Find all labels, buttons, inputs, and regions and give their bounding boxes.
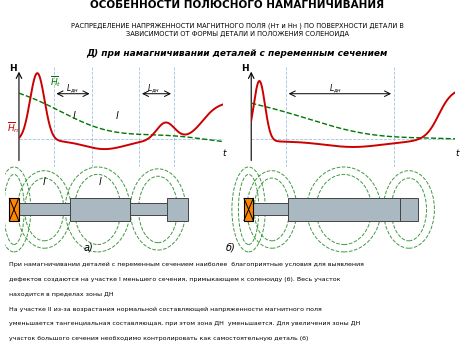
Text: РАСПРЕДЕЛЕНИЕ НАПРЯЖЕННОСТИ МАГНИТНОГО ПОЛЯ (Нт и Нн ) ПО ПОВЕРХНОСТИ ДЕТАЛИ В
З: РАСПРЕДЕЛЕНИЕ НАПРЯЖЕННОСТИ МАГНИТНОГО П… bbox=[71, 23, 403, 37]
Text: t: t bbox=[223, 149, 226, 158]
Text: $L_{дн}$: $L_{дн}$ bbox=[66, 83, 79, 95]
Text: $\overline{H}_{t}$: $\overline{H}_{t}$ bbox=[49, 74, 61, 89]
Text: $L_{дн}$: $L_{дн}$ bbox=[328, 83, 342, 95]
Text: б): б) bbox=[226, 242, 236, 252]
Text: t: t bbox=[455, 149, 458, 158]
Text: На участке II из-за возрастания нормальной составляющей напряженности магнитного: На участке II из-за возрастания нормальн… bbox=[9, 307, 322, 312]
Text: находится в пределах зоны ДН: находится в пределах зоны ДН bbox=[9, 292, 114, 297]
Text: а): а) bbox=[83, 242, 93, 252]
Bar bbox=[130, 203, 167, 215]
Text: участок большого сечения необходимо контролировать как самостоятельную деталь (б: участок большого сечения необходимо конт… bbox=[9, 336, 309, 341]
Bar bbox=[400, 198, 418, 220]
Text: l: l bbox=[99, 178, 101, 187]
Text: $\overline{H}_{n}$: $\overline{H}_{n}$ bbox=[7, 120, 19, 135]
Bar bbox=[18, 203, 70, 215]
Text: уменьшается тангенциальная составляющая, при этом зона ДН  уменьшается. Для увел: уменьшается тангенциальная составляющая,… bbox=[9, 322, 361, 327]
Text: При намагничивании деталей с переменным сечением наиболее  благоприятные условия: При намагничивании деталей с переменным … bbox=[9, 262, 364, 267]
Text: H: H bbox=[241, 64, 249, 73]
Text: ОСОБЕННОСТИ ПОЛЮСНОГО НАМАГНИЧИВАНИЯ: ОСОБЕННОСТИ ПОЛЮСНОГО НАМАГНИЧИВАНИЯ bbox=[90, 0, 384, 10]
Text: l: l bbox=[43, 178, 46, 187]
Text: $l$: $l$ bbox=[115, 109, 119, 121]
Text: Д) при намагничивании деталей с переменным сечением: Д) при намагничивании деталей с переменн… bbox=[86, 49, 388, 59]
Text: $L_{дн}$: $L_{дн}$ bbox=[147, 83, 161, 95]
Bar bbox=[288, 198, 400, 220]
Text: дефектов создаются на участке I меньшего сечения, примыкающем к соленоиду (б). В: дефектов создаются на участке I меньшего… bbox=[9, 277, 341, 282]
FancyBboxPatch shape bbox=[244, 198, 253, 220]
Bar bbox=[167, 198, 188, 220]
Text: $l$: $l$ bbox=[72, 109, 77, 121]
Bar bbox=[253, 203, 288, 215]
FancyBboxPatch shape bbox=[9, 198, 18, 220]
Text: H: H bbox=[9, 64, 17, 73]
Bar bbox=[70, 198, 130, 220]
